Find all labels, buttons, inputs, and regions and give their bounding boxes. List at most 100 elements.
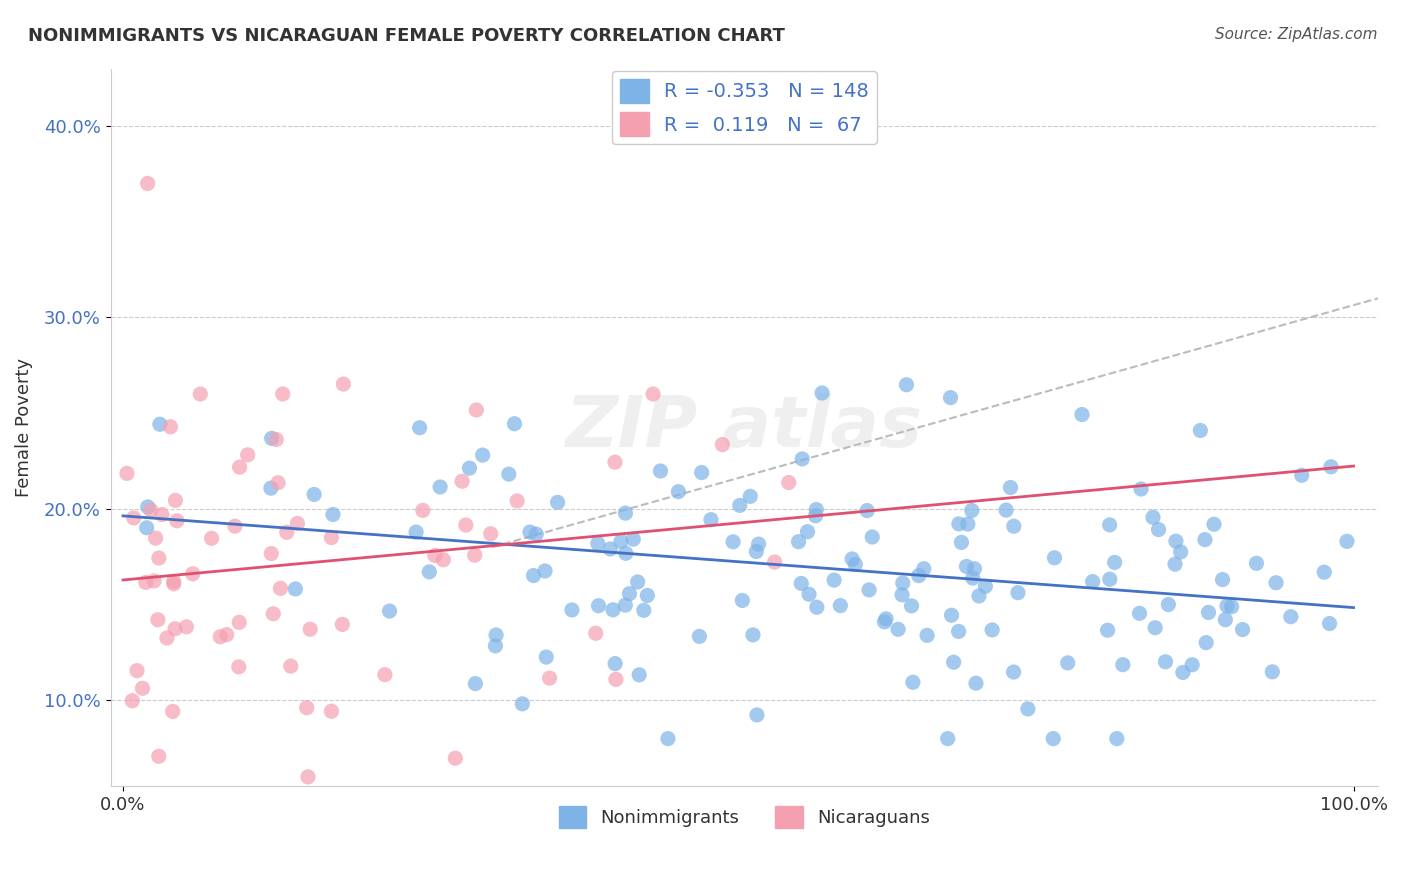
Nicaraguans [297, 770, 319, 784]
Nicaraguans [432, 553, 454, 567]
Nicaraguans [188, 387, 211, 401]
Nicaraguans [150, 508, 173, 522]
Nonimmigrants [1002, 665, 1025, 679]
Nicaraguans [165, 622, 187, 636]
Nonimmigrants [547, 495, 569, 509]
Nonimmigrants [1097, 624, 1119, 638]
Nonimmigrants [510, 697, 533, 711]
Nonimmigrants [811, 386, 834, 401]
Nonimmigrants [860, 530, 883, 544]
Nicaraguans [139, 503, 162, 517]
Nonimmigrants [1246, 557, 1268, 571]
Nicaraguans [262, 607, 284, 621]
Nonimmigrants [586, 536, 609, 550]
Nonimmigrants [534, 564, 557, 578]
Nonimmigrants [561, 603, 583, 617]
Text: ZIP atlas: ZIP atlas [565, 393, 922, 462]
Nonimmigrants [1164, 557, 1187, 571]
Nonimmigrants [1194, 533, 1216, 547]
Nicaraguans [148, 551, 170, 566]
Nonimmigrants [1147, 523, 1170, 537]
Nonimmigrants [610, 534, 633, 549]
Nonimmigrants [806, 600, 828, 615]
Nonimmigrants [464, 676, 486, 690]
Nonimmigrants [1154, 655, 1177, 669]
Nonimmigrants [302, 487, 325, 501]
Nonimmigrants [519, 524, 541, 539]
Nicaraguans [125, 664, 148, 678]
Nonimmigrants [941, 608, 963, 623]
Nicaraguans [280, 659, 302, 673]
Nonimmigrants [1202, 517, 1225, 532]
Nonimmigrants [1130, 482, 1153, 496]
Nonimmigrants [1265, 575, 1288, 590]
Nonimmigrants [901, 675, 924, 690]
Nicaraguans [412, 503, 434, 517]
Nonimmigrants [1232, 623, 1254, 637]
Nonimmigrants [891, 576, 914, 591]
Nicaraguans [585, 626, 607, 640]
Nonimmigrants [1336, 534, 1358, 549]
Nonimmigrants [844, 558, 866, 572]
Nonimmigrants [956, 517, 979, 532]
Nonimmigrants [1056, 656, 1078, 670]
Nonimmigrants [1017, 702, 1039, 716]
Nonimmigrants [981, 623, 1004, 637]
Nicaraguans [454, 518, 477, 533]
Nonimmigrants [260, 481, 283, 495]
Nicaraguans [146, 613, 169, 627]
Nonimmigrants [522, 568, 544, 582]
Nicaraguans [264, 433, 287, 447]
Nonimmigrants [588, 599, 610, 613]
Nicaraguans [131, 681, 153, 696]
Nonimmigrants [1098, 517, 1121, 532]
Nonimmigrants [657, 731, 679, 746]
Nicaraguans [778, 475, 800, 490]
Nonimmigrants [633, 603, 655, 617]
Nonimmigrants [1007, 585, 1029, 599]
Nonimmigrants [405, 525, 427, 540]
Nicaraguans [159, 419, 181, 434]
Nonimmigrants [602, 603, 624, 617]
Nicaraguans [143, 574, 166, 588]
Nonimmigrants [1313, 565, 1336, 579]
Nicaraguans [276, 525, 298, 540]
Nicaraguans [271, 387, 294, 401]
Nonimmigrants [621, 532, 644, 546]
Nonimmigrants [907, 568, 929, 582]
Nonimmigrants [728, 499, 751, 513]
Nonimmigrants [748, 537, 770, 551]
Nonimmigrants [1043, 550, 1066, 565]
Nonimmigrants [963, 562, 986, 576]
Nonimmigrants [260, 431, 283, 445]
Nicaraguans [145, 531, 167, 545]
Nicaraguans [267, 475, 290, 490]
Nicaraguans [321, 704, 343, 718]
Nonimmigrants [1157, 598, 1180, 612]
Nonimmigrants [1042, 731, 1064, 746]
Nonimmigrants [967, 589, 990, 603]
Nicaraguans [135, 575, 157, 590]
Text: NONIMMIGRANTS VS NICARAGUAN FEMALE POVERTY CORRELATION CHART: NONIMMIGRANTS VS NICARAGUAN FEMALE POVER… [28, 27, 785, 45]
Nonimmigrants [936, 731, 959, 746]
Nonimmigrants [700, 513, 723, 527]
Nonimmigrants [1098, 572, 1121, 586]
Nicaraguans [165, 493, 187, 508]
Nonimmigrants [891, 588, 914, 602]
Nicaraguans [228, 615, 250, 630]
Nonimmigrants [1320, 459, 1343, 474]
Nonimmigrants [948, 516, 970, 531]
Nonimmigrants [915, 628, 938, 642]
Nonimmigrants [1198, 606, 1220, 620]
Nicaraguans [224, 519, 246, 533]
Nonimmigrants [858, 582, 880, 597]
Nonimmigrants [1170, 545, 1192, 559]
Nonimmigrants [790, 576, 813, 591]
Nonimmigrants [1216, 599, 1239, 613]
Nonimmigrants [1181, 657, 1204, 672]
Nonimmigrants [1164, 534, 1187, 549]
Nicaraguans [641, 387, 664, 401]
Nonimmigrants [614, 506, 637, 520]
Nicaraguans [423, 549, 446, 563]
Nonimmigrants [1142, 510, 1164, 524]
